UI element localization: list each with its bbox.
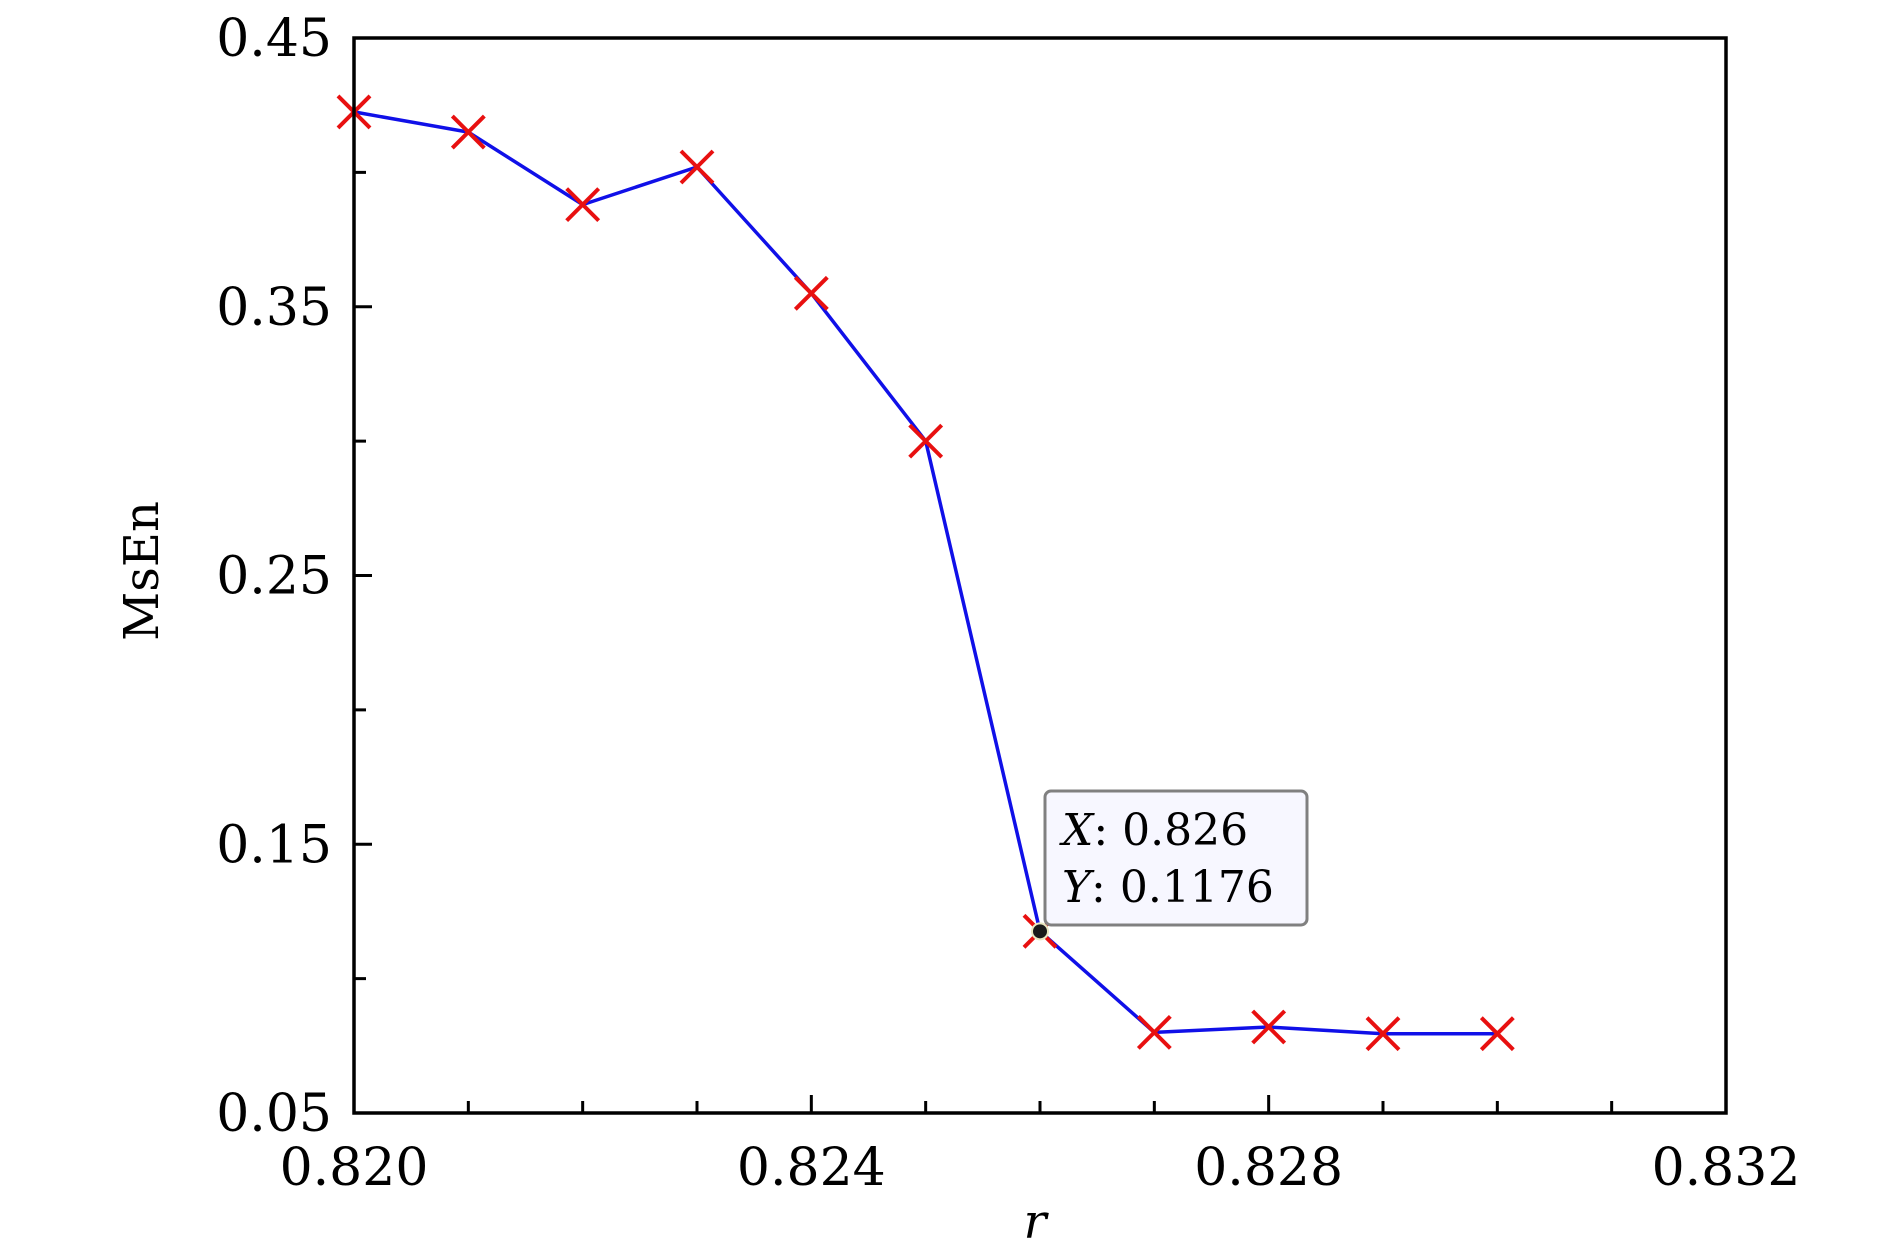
- data-point-marker: [1479, 1016, 1515, 1052]
- datatip-y-line: Y: 0.1176: [1062, 862, 1274, 913]
- plot-area: [336, 94, 1515, 1052]
- marker-stroke: [1365, 1016, 1401, 1052]
- data-point-marker: [679, 149, 715, 185]
- marker-stroke: [679, 149, 715, 185]
- marker-stroke: [1251, 1009, 1287, 1045]
- marker-stroke: [908, 423, 944, 459]
- datatip-y-value: 0.1176: [1120, 862, 1274, 913]
- series-line: [353, 110, 1498, 1036]
- x-tick-label: 0.832: [1652, 1138, 1801, 1198]
- y-tick-label: 0.25: [216, 547, 332, 607]
- y-axis-label: MsEn: [114, 501, 170, 641]
- data-point-marker: [1251, 1009, 1287, 1045]
- y-tick-label: 0.45: [216, 9, 332, 69]
- data-point-marker: [793, 275, 829, 311]
- x-tick-label: 0.828: [1194, 1138, 1343, 1198]
- data-point-marker: [565, 187, 601, 223]
- axes-frame: [352, 36, 1728, 1115]
- x-tick-label: 0.824: [737, 1138, 886, 1198]
- x-tick-label: 0.820: [280, 1138, 429, 1198]
- datatip-anchor-dot: [1031, 922, 1049, 941]
- data-point-marker: [908, 423, 944, 459]
- marker-stroke: [450, 114, 486, 150]
- data-point-marker: [1365, 1016, 1401, 1052]
- datatip[interactable]: X: 0.826 Y: 0.1176: [1031, 789, 1309, 941]
- axes: 0.820 0.824 0.828 0.832 0.05 0.15 0.25 0.35 0.45: [216, 9, 1800, 1198]
- marker-stroke: [1479, 1016, 1515, 1052]
- datatip-x-key: X: [1059, 805, 1095, 856]
- data-point-marker: [1136, 1014, 1172, 1050]
- y-tick-label: 0.15: [216, 815, 332, 875]
- y-tick-label: 0.05: [216, 1084, 332, 1144]
- marker-stroke: [1136, 1014, 1172, 1050]
- marker-stroke: [565, 187, 601, 223]
- datatip-x-value: 0.826: [1122, 805, 1248, 856]
- datatip-y-key: Y: [1062, 862, 1095, 913]
- y-tick-label: 0.35: [216, 278, 332, 338]
- data-point-marker: [450, 114, 486, 150]
- datatip-x-line: X: 0.826: [1059, 805, 1248, 856]
- marker-stroke: [793, 275, 829, 311]
- x-axis-label: r: [1024, 1194, 1050, 1250]
- datatip-box: [1043, 789, 1309, 927]
